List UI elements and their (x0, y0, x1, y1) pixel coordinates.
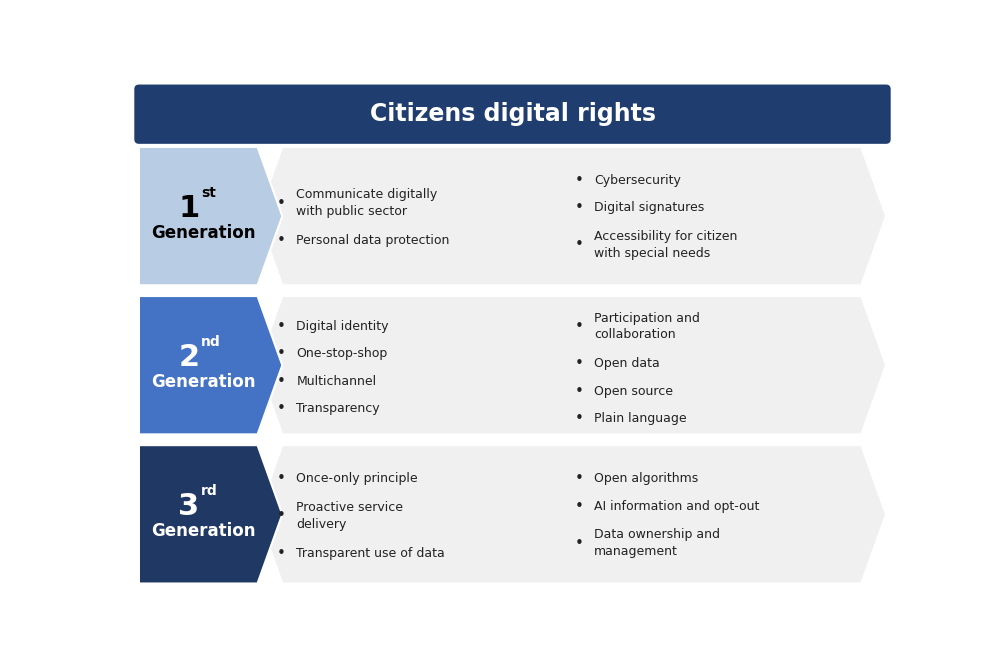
Text: 1: 1 (178, 194, 199, 223)
Polygon shape (139, 147, 282, 285)
Text: •: • (574, 499, 583, 513)
Text: Plain language: Plain language (594, 412, 687, 425)
Text: •: • (574, 472, 583, 486)
Text: 2: 2 (178, 343, 199, 372)
Text: •: • (276, 196, 285, 210)
Text: •: • (276, 401, 285, 416)
Text: Open algorithms: Open algorithms (594, 472, 699, 486)
Polygon shape (258, 296, 886, 434)
Text: •: • (276, 319, 285, 334)
Text: Transparency: Transparency (296, 402, 380, 415)
Text: Once-only principle: Once-only principle (296, 472, 418, 486)
Text: •: • (574, 319, 583, 334)
Text: •: • (574, 200, 583, 215)
Text: Generation: Generation (151, 373, 255, 391)
Polygon shape (258, 147, 886, 285)
FancyBboxPatch shape (134, 85, 891, 144)
Text: •: • (574, 173, 583, 188)
Text: rd: rd (201, 484, 218, 498)
Text: nd: nd (201, 335, 221, 349)
Text: •: • (276, 508, 285, 523)
Polygon shape (139, 445, 282, 583)
Text: Proactive service
delivery: Proactive service delivery (296, 501, 403, 531)
Text: Data ownership and
management: Data ownership and management (594, 528, 720, 558)
Text: Communicate digitally
with public sector: Communicate digitally with public sector (296, 188, 438, 218)
Text: Personal data protection: Personal data protection (296, 234, 450, 247)
Text: •: • (574, 535, 583, 551)
Text: Generation: Generation (151, 224, 255, 242)
Text: Digital identity: Digital identity (296, 320, 389, 333)
Polygon shape (258, 445, 886, 583)
Text: AI information and opt-out: AI information and opt-out (594, 500, 760, 513)
Text: Generation: Generation (151, 522, 255, 540)
Text: Transparent use of data: Transparent use of data (296, 547, 445, 559)
Text: •: • (276, 374, 285, 389)
Text: •: • (276, 233, 285, 248)
Text: Digital signatures: Digital signatures (594, 201, 705, 214)
Text: •: • (574, 384, 583, 398)
Text: Citizens digital rights: Citizens digital rights (370, 102, 656, 126)
Text: st: st (201, 186, 216, 200)
Text: •: • (276, 346, 285, 362)
Text: Open source: Open source (594, 384, 673, 398)
Text: Accessibility for citizen
with special needs: Accessibility for citizen with special n… (594, 230, 738, 260)
Text: One-stop-shop: One-stop-shop (296, 348, 388, 360)
Text: 3: 3 (178, 492, 199, 521)
Text: Cybersecurity: Cybersecurity (594, 174, 681, 187)
Text: Open data: Open data (594, 357, 660, 370)
Text: Participation and
collaboration: Participation and collaboration (594, 312, 700, 341)
Text: •: • (276, 472, 285, 486)
Text: Multichannel: Multichannel (296, 375, 376, 388)
Text: •: • (574, 411, 583, 426)
Text: •: • (276, 545, 285, 561)
Polygon shape (139, 296, 282, 434)
Text: •: • (574, 238, 583, 252)
Text: •: • (574, 356, 583, 371)
